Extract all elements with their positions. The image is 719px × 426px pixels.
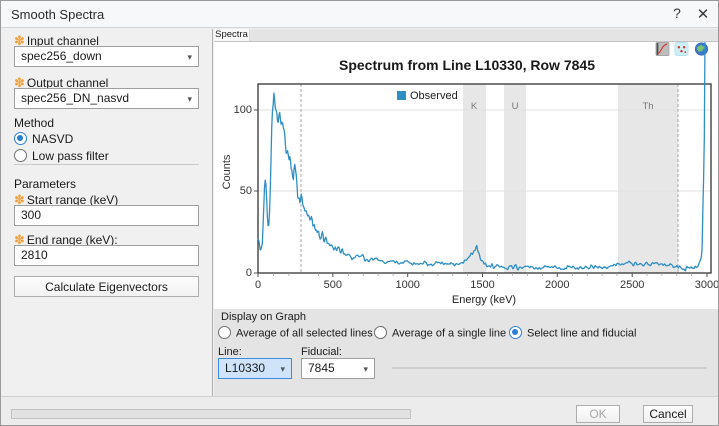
- svg-text:500: 500: [324, 279, 342, 291]
- svg-text:0: 0: [246, 267, 252, 279]
- svg-text:100: 100: [234, 104, 252, 116]
- svg-text:1500: 1500: [470, 279, 494, 291]
- svg-text:0: 0: [255, 279, 261, 291]
- svg-text:50: 50: [240, 185, 252, 197]
- svg-text:K: K: [471, 101, 478, 112]
- svg-text:Observed: Observed: [410, 90, 458, 102]
- svg-text:1000: 1000: [395, 279, 419, 291]
- svg-text:3000: 3000: [695, 279, 719, 291]
- svg-text:Energy (keV): Energy (keV): [452, 294, 516, 306]
- svg-text:U: U: [512, 101, 519, 112]
- svg-text:2000: 2000: [545, 279, 569, 291]
- svg-text:2500: 2500: [620, 279, 644, 291]
- svg-text:Th: Th: [642, 101, 653, 112]
- svg-text:Counts: Counts: [221, 154, 233, 189]
